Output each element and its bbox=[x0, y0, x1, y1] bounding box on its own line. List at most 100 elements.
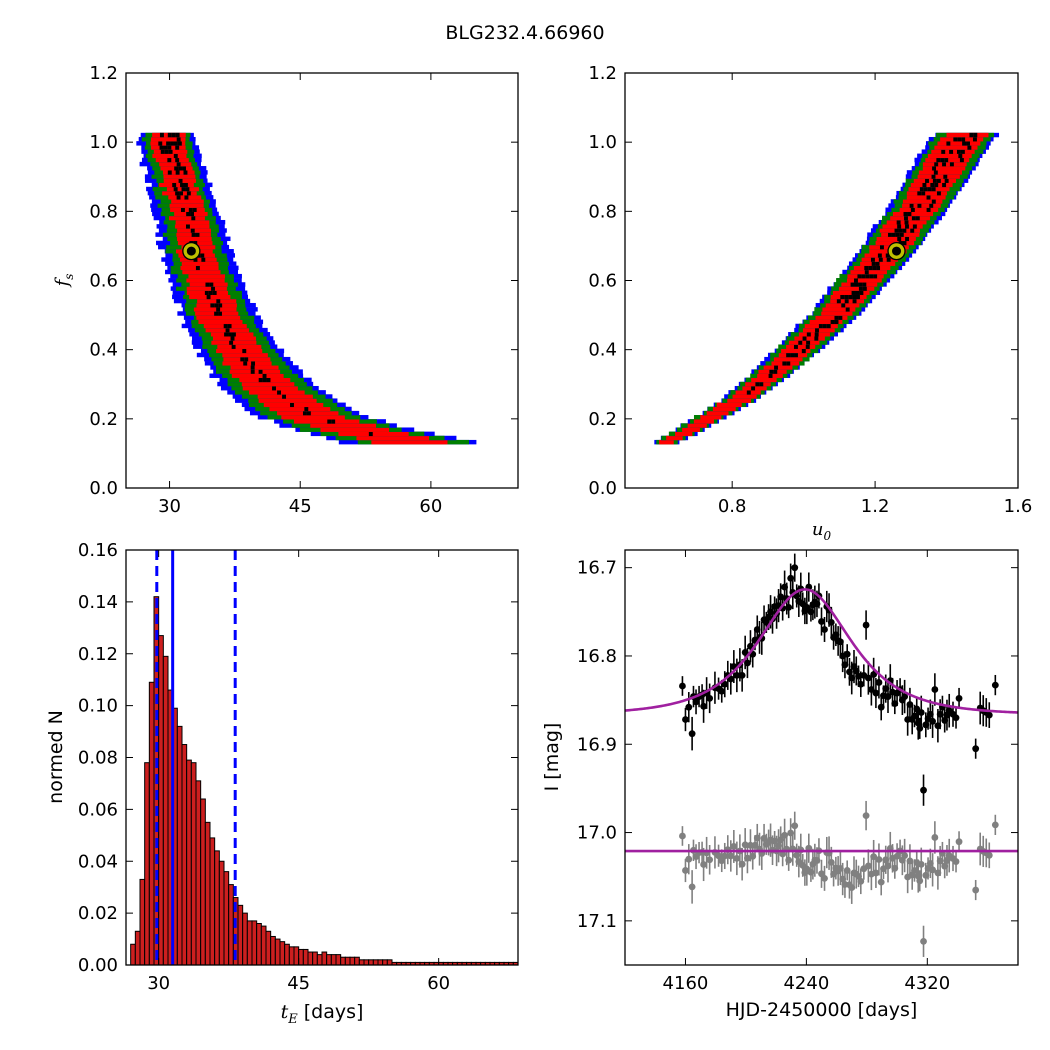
y-tick-label: 0.04 bbox=[78, 851, 118, 872]
posterior-cell-1sigma bbox=[266, 377, 271, 383]
histogram-bar bbox=[344, 956, 351, 965]
posterior-cell-1sigma bbox=[848, 294, 853, 300]
posterior-cell-1sigma bbox=[898, 228, 903, 233]
x-tick-label: 60 bbox=[427, 973, 450, 994]
posterior-cell bbox=[821, 311, 853, 316]
residual-point bbox=[738, 860, 746, 868]
residual-point bbox=[931, 834, 939, 841]
y-tick-label: 16.7 bbox=[577, 558, 617, 579]
posterior-cell-1sigma bbox=[250, 365, 255, 370]
data-point bbox=[682, 716, 689, 723]
posterior-cell bbox=[666, 435, 683, 441]
y-tick-label: 17.1 bbox=[577, 911, 617, 932]
posterior-cell-1sigma bbox=[158, 141, 163, 146]
posterior-cell-1sigma bbox=[160, 149, 165, 154]
y-tick-label: 0.2 bbox=[89, 409, 118, 430]
posterior-cell bbox=[170, 207, 205, 212]
posterior-cell-1sigma bbox=[216, 307, 221, 312]
histogram-bar bbox=[246, 920, 253, 965]
posterior-cell-1sigma bbox=[959, 157, 964, 163]
histogram-bar bbox=[134, 930, 141, 965]
posterior-cell bbox=[188, 273, 226, 279]
posterior-cell-1sigma bbox=[940, 157, 945, 163]
posterior-cell bbox=[946, 132, 989, 138]
y-tick-label: 0.8 bbox=[89, 201, 118, 222]
residual-point bbox=[777, 836, 785, 844]
best-fit-marker-center bbox=[186, 246, 196, 256]
posterior-cell bbox=[727, 398, 752, 403]
residual-point bbox=[955, 838, 963, 846]
x-axis-label-sub: 0 bbox=[823, 529, 831, 543]
histogram-bar bbox=[298, 948, 304, 965]
posterior-cell-1sigma bbox=[885, 253, 890, 258]
posterior-cell-1sigma bbox=[790, 352, 795, 358]
posterior-cell-1sigma bbox=[225, 327, 230, 333]
data-point bbox=[718, 687, 726, 695]
histogram-bar bbox=[242, 912, 248, 965]
posterior-cell-1sigma bbox=[896, 219, 901, 225]
posterior-cell-1sigma bbox=[931, 174, 936, 179]
posterior-cell bbox=[659, 439, 674, 445]
posterior-cell-1sigma bbox=[801, 348, 806, 354]
posterior-cell bbox=[152, 153, 187, 159]
posterior-cell bbox=[781, 348, 811, 354]
posterior-cell-1sigma bbox=[926, 195, 931, 200]
posterior-cell-1sigma bbox=[852, 298, 857, 304]
posterior-cell-1sigma bbox=[862, 282, 867, 287]
histogram-bar bbox=[354, 956, 360, 965]
posterior-cell bbox=[934, 145, 978, 150]
histogram-bar bbox=[372, 959, 379, 965]
residual-point bbox=[985, 851, 993, 859]
posterior-cell-1sigma bbox=[858, 286, 863, 291]
posterior-cell-1sigma bbox=[943, 174, 948, 179]
posterior-cell-1sigma bbox=[923, 186, 928, 192]
y-axis-label: normed N bbox=[45, 710, 67, 804]
residual-point bbox=[929, 866, 936, 874]
posterior-cell-1sigma bbox=[897, 224, 902, 229]
posterior-cell-1sigma bbox=[176, 195, 181, 200]
posterior-cell-1sigma bbox=[242, 348, 247, 354]
posterior-cell bbox=[269, 406, 331, 412]
histogram-bar bbox=[270, 935, 276, 965]
y-tick-label: 0.6 bbox=[588, 271, 617, 292]
y-tick-label: 0.06 bbox=[78, 799, 118, 820]
data-point bbox=[700, 702, 707, 710]
histogram-bar bbox=[288, 946, 295, 965]
posterior-cell bbox=[899, 207, 939, 212]
histogram-bar bbox=[386, 959, 393, 965]
posterior-cell-1sigma bbox=[826, 323, 831, 329]
posterior-cell bbox=[882, 224, 923, 229]
posterior-cell bbox=[171, 199, 204, 204]
posterior-cell-1sigma bbox=[852, 294, 857, 300]
posterior-cell bbox=[159, 161, 192, 167]
posterior-cell-1sigma bbox=[178, 166, 183, 171]
posterior-cell-1sigma bbox=[173, 153, 178, 159]
panel-light-curve: 4160 4240 4320 16.7 16.8 16.9 17.0 17.1 I [mag] H… bbox=[541, 549, 1019, 1021]
posterior-cell-1sigma bbox=[173, 141, 178, 146]
posterior-cell-1sigma bbox=[191, 232, 196, 237]
data-point bbox=[972, 745, 980, 753]
posterior-cell bbox=[169, 203, 204, 208]
posterior-cell-1sigma bbox=[794, 352, 798, 358]
posterior-cell bbox=[281, 415, 345, 420]
histogram-bar bbox=[326, 954, 332, 965]
posterior-cell-1sigma bbox=[174, 166, 179, 171]
posterior-cell-1sigma bbox=[178, 178, 183, 183]
data-point bbox=[738, 671, 746, 679]
posterior-cell-1sigma bbox=[909, 203, 914, 208]
posterior-cell-1sigma bbox=[907, 211, 912, 217]
residual-point bbox=[893, 852, 901, 860]
posterior-cell-1sigma bbox=[218, 311, 222, 316]
posterior-cell-1sigma bbox=[230, 336, 235, 341]
posterior-cell-1sigma bbox=[949, 161, 954, 167]
posterior-cell-1sigma bbox=[929, 203, 934, 208]
posterior-cell-1sigma bbox=[240, 356, 245, 362]
posterior-cell-1sigma bbox=[191, 215, 196, 221]
posterior-cell-1sigma bbox=[306, 410, 311, 416]
posterior-cell-1sigma bbox=[258, 377, 263, 383]
posterior-cell-1sigma bbox=[879, 244, 884, 250]
histogram-bars bbox=[130, 550, 518, 965]
posterior-cell bbox=[338, 431, 409, 437]
posterior-cell-1sigma bbox=[231, 332, 236, 337]
data-point bbox=[985, 711, 993, 719]
